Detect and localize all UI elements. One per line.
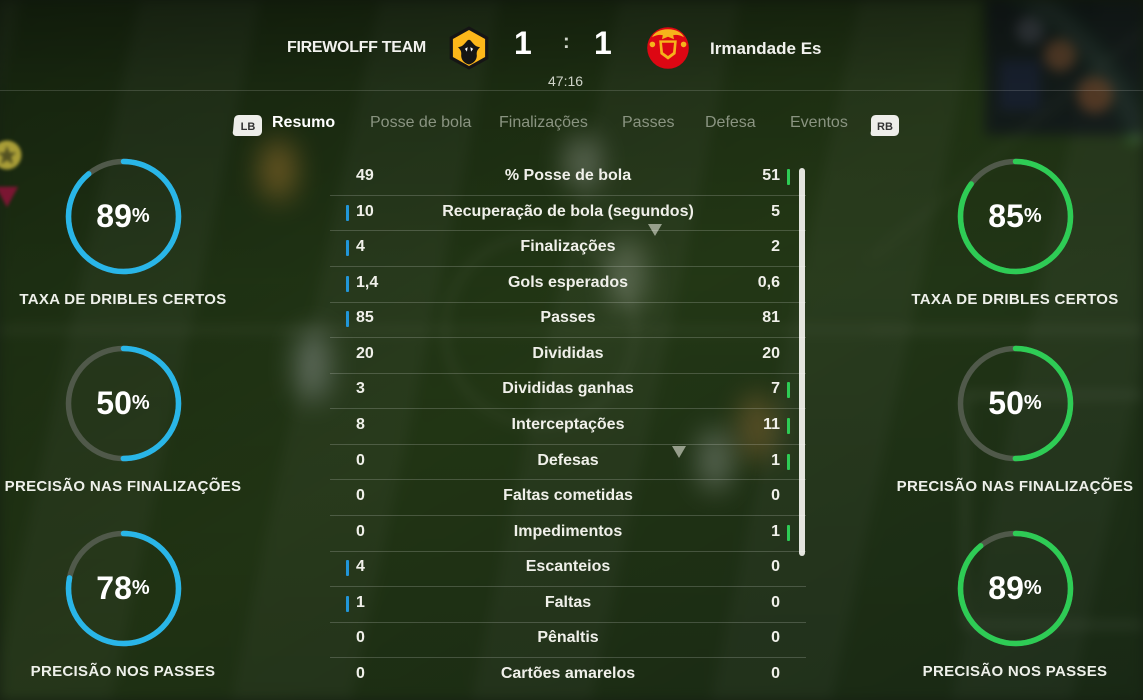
svg-text:LB: LB bbox=[241, 121, 256, 133]
svg-text:RB: RB bbox=[877, 121, 893, 133]
